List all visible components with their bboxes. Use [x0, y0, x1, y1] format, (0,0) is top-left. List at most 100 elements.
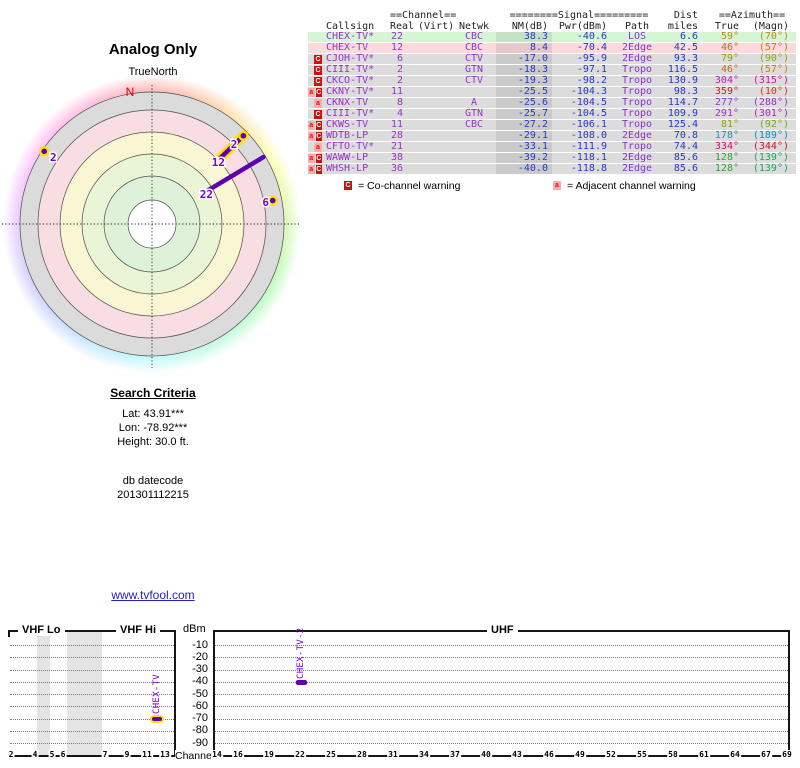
- db-datecode-label: db datecode: [122, 475, 184, 487]
- true-azimuth-cell: 128°: [714, 163, 739, 174]
- adjacent-warning-badge: a: [314, 142, 322, 152]
- noise-margin-cell: 38.3: [496, 32, 552, 42]
- dist-group-header: Dist: [673, 10, 698, 21]
- dbm-tick-label: -60: [192, 699, 208, 712]
- tvfool-link[interactable]: www.tvfool.com: [111, 588, 195, 602]
- real-channel-cell: 21: [390, 141, 403, 152]
- co-channel-warning-badge: C: [314, 76, 322, 86]
- magnetic-azimuth-cell: (139°): [752, 163, 789, 174]
- warning-cell: C: [308, 54, 324, 64]
- dbm-tick-label: -90: [192, 736, 208, 749]
- channel-marker-label: 2: [50, 151, 57, 164]
- real-channel-cell: 11: [390, 119, 403, 130]
- channel-tick-label: 2: [7, 750, 15, 759]
- gridline: [10, 743, 174, 744]
- true-azimuth-cell: 79°: [720, 53, 739, 64]
- true-azimuth-cell: 46°: [720, 64, 739, 75]
- power-cell: -98.2: [576, 75, 607, 86]
- channel-tick-label: 67: [760, 750, 772, 759]
- real-channel-cell: 22: [390, 31, 403, 42]
- callsign-cell: WAWW-LP: [326, 152, 369, 163]
- network-cell: CTV: [464, 75, 484, 86]
- dbm-tick-label: -20: [192, 650, 208, 663]
- power-cell: -108.0: [570, 130, 607, 141]
- polar-markers: 22 12 2 6 2: [39, 130, 278, 211]
- gridline: [10, 718, 174, 720]
- miles-cell: 109.9: [667, 108, 698, 119]
- callsign-cell: CKNX-TV: [326, 97, 369, 108]
- power-cell: -97.1: [576, 64, 607, 75]
- gridline: [215, 681, 788, 683]
- gridline: [215, 730, 788, 732]
- warning-cell: C: [308, 65, 324, 75]
- vhf-panel: [8, 630, 176, 757]
- adjacent-warning-badge: a: [308, 120, 315, 130]
- search-criteria: Search Criteria Lat: 43.91*** Lon: -78.9…: [0, 386, 306, 503]
- real-channel-header: Real: [390, 21, 415, 32]
- path-cell: Tropo: [621, 141, 653, 152]
- callsign-cell: CIII-TV*: [326, 108, 375, 119]
- dbm-tick-label: -10: [192, 638, 208, 651]
- miles-cell: 74.4: [673, 141, 698, 152]
- vhf-lo-label: VHF Lo: [18, 624, 65, 636]
- real-channel-cell: 4: [396, 108, 403, 119]
- latitude-value: Lat: 43.91***: [122, 408, 184, 420]
- warning-cell: C: [308, 76, 324, 86]
- real-channel-cell: 8: [396, 97, 403, 108]
- real-channel-cell: 11: [390, 86, 403, 97]
- channel-tick-label: 25: [325, 750, 337, 759]
- table-row: C CIII-TV* 2 GTN -18.3 -97.1 Tropo 116.5 46° (57°…: [308, 65, 796, 76]
- true-azimuth-cell: 291°: [714, 108, 739, 119]
- noise-margin-header: NM(dB): [511, 21, 548, 32]
- channel-tick-label: 61: [698, 750, 710, 759]
- channel-tick-label: 43: [511, 750, 523, 759]
- table-rows: CHEX-TV* 22 CBC 38.3 -40.6 LOS 6.6 59° (70°) CHEX…: [308, 32, 796, 175]
- channel-tick-label: 5: [48, 750, 56, 759]
- miles-cell: 93.3: [673, 53, 698, 64]
- true-azimuth-cell: 46°: [720, 42, 739, 53]
- miles-cell: 98.3: [673, 86, 698, 97]
- co-channel-warning-badge: C: [315, 164, 322, 174]
- magnetic-azimuth-cell: (189°): [752, 130, 789, 141]
- power-header: Pwr(dBm): [558, 21, 607, 32]
- gridline: [10, 706, 174, 708]
- fm-gap-band: [37, 632, 50, 755]
- fm-gap-band: [67, 632, 102, 755]
- gridline: [215, 645, 788, 646]
- miles-cell: 125.4: [667, 119, 698, 130]
- miles-cell: 42.5: [673, 42, 698, 53]
- channel-tick-label: 7: [101, 750, 109, 759]
- power-cell: -111.9: [570, 141, 607, 152]
- channel-dot-marker: [39, 146, 50, 157]
- channel-marker-label: 12: [212, 156, 225, 169]
- co-channel-warning-badge: C: [315, 131, 322, 141]
- dbm-axis-label: dBm: [183, 623, 206, 635]
- miles-cell: 130.9: [667, 75, 698, 86]
- channel-tick-label: 9: [123, 750, 131, 759]
- vhf-hi-label: VHF Hi: [116, 624, 161, 636]
- noise-margin-cell: -25.7: [496, 109, 552, 119]
- noise-margin-cell: -27.2: [496, 120, 552, 130]
- path-cell: Tropo: [621, 108, 653, 119]
- magnetic-azimuth-cell: (288°): [752, 97, 789, 108]
- signal-group-header: ========Signal=========: [509, 10, 649, 21]
- signal-marker: [295, 680, 307, 685]
- true-azimuth-cell: 128°: [714, 152, 739, 163]
- dbm-tick-label: -30: [192, 663, 208, 675]
- channel-tick-label: 22: [294, 750, 306, 759]
- search-criteria-title: Search Criteria: [110, 386, 196, 400]
- path-cell: 2Edge: [621, 130, 653, 141]
- true-azimuth-cell: 359°: [714, 86, 739, 97]
- path-cell: 2Edge: [621, 42, 653, 53]
- noise-margin-cell: -25.5: [496, 87, 552, 97]
- power-cell: -104.3: [570, 86, 607, 97]
- co-channel-warning-badge: C: [314, 109, 322, 119]
- table-row: a C WHSH-LP 36 -40.0 -118.8 2Edge 85.6 128° (139°…: [308, 164, 796, 175]
- panel-corner: [8, 630, 10, 637]
- power-cell: -104.5: [570, 108, 607, 119]
- polar-plot: N 22 12 2 6 2: [2, 85, 300, 368]
- channel-tick-label: 40: [480, 750, 492, 759]
- network-cell: A: [470, 97, 478, 108]
- miles-cell: 70.8: [673, 130, 698, 141]
